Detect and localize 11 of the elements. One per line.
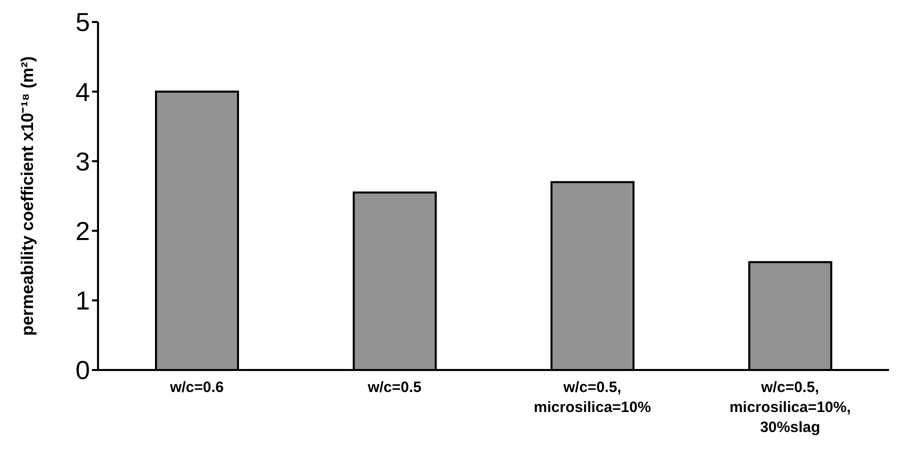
y-tick-label: 4	[76, 76, 90, 107]
y-tick-label: 1	[76, 286, 90, 316]
x-tick-label: w/c=0.5	[366, 379, 422, 396]
y-tick-label: 3	[76, 146, 90, 176]
x-tick-label: w/c=0.5, microsilica=10%, 30%slag	[729, 379, 851, 436]
y-tick-label: 0	[76, 355, 90, 386]
y-tick-label: 5	[76, 7, 90, 38]
y-axis-title: permeability coefficient x10⁻¹⁸ (m²)	[18, 56, 38, 336]
x-tick-label: w/c=0.6	[168, 379, 224, 396]
y-tick-label: 2	[76, 216, 90, 246]
x-tick-label: w/c=0.5, microsilica=10%	[534, 379, 651, 416]
